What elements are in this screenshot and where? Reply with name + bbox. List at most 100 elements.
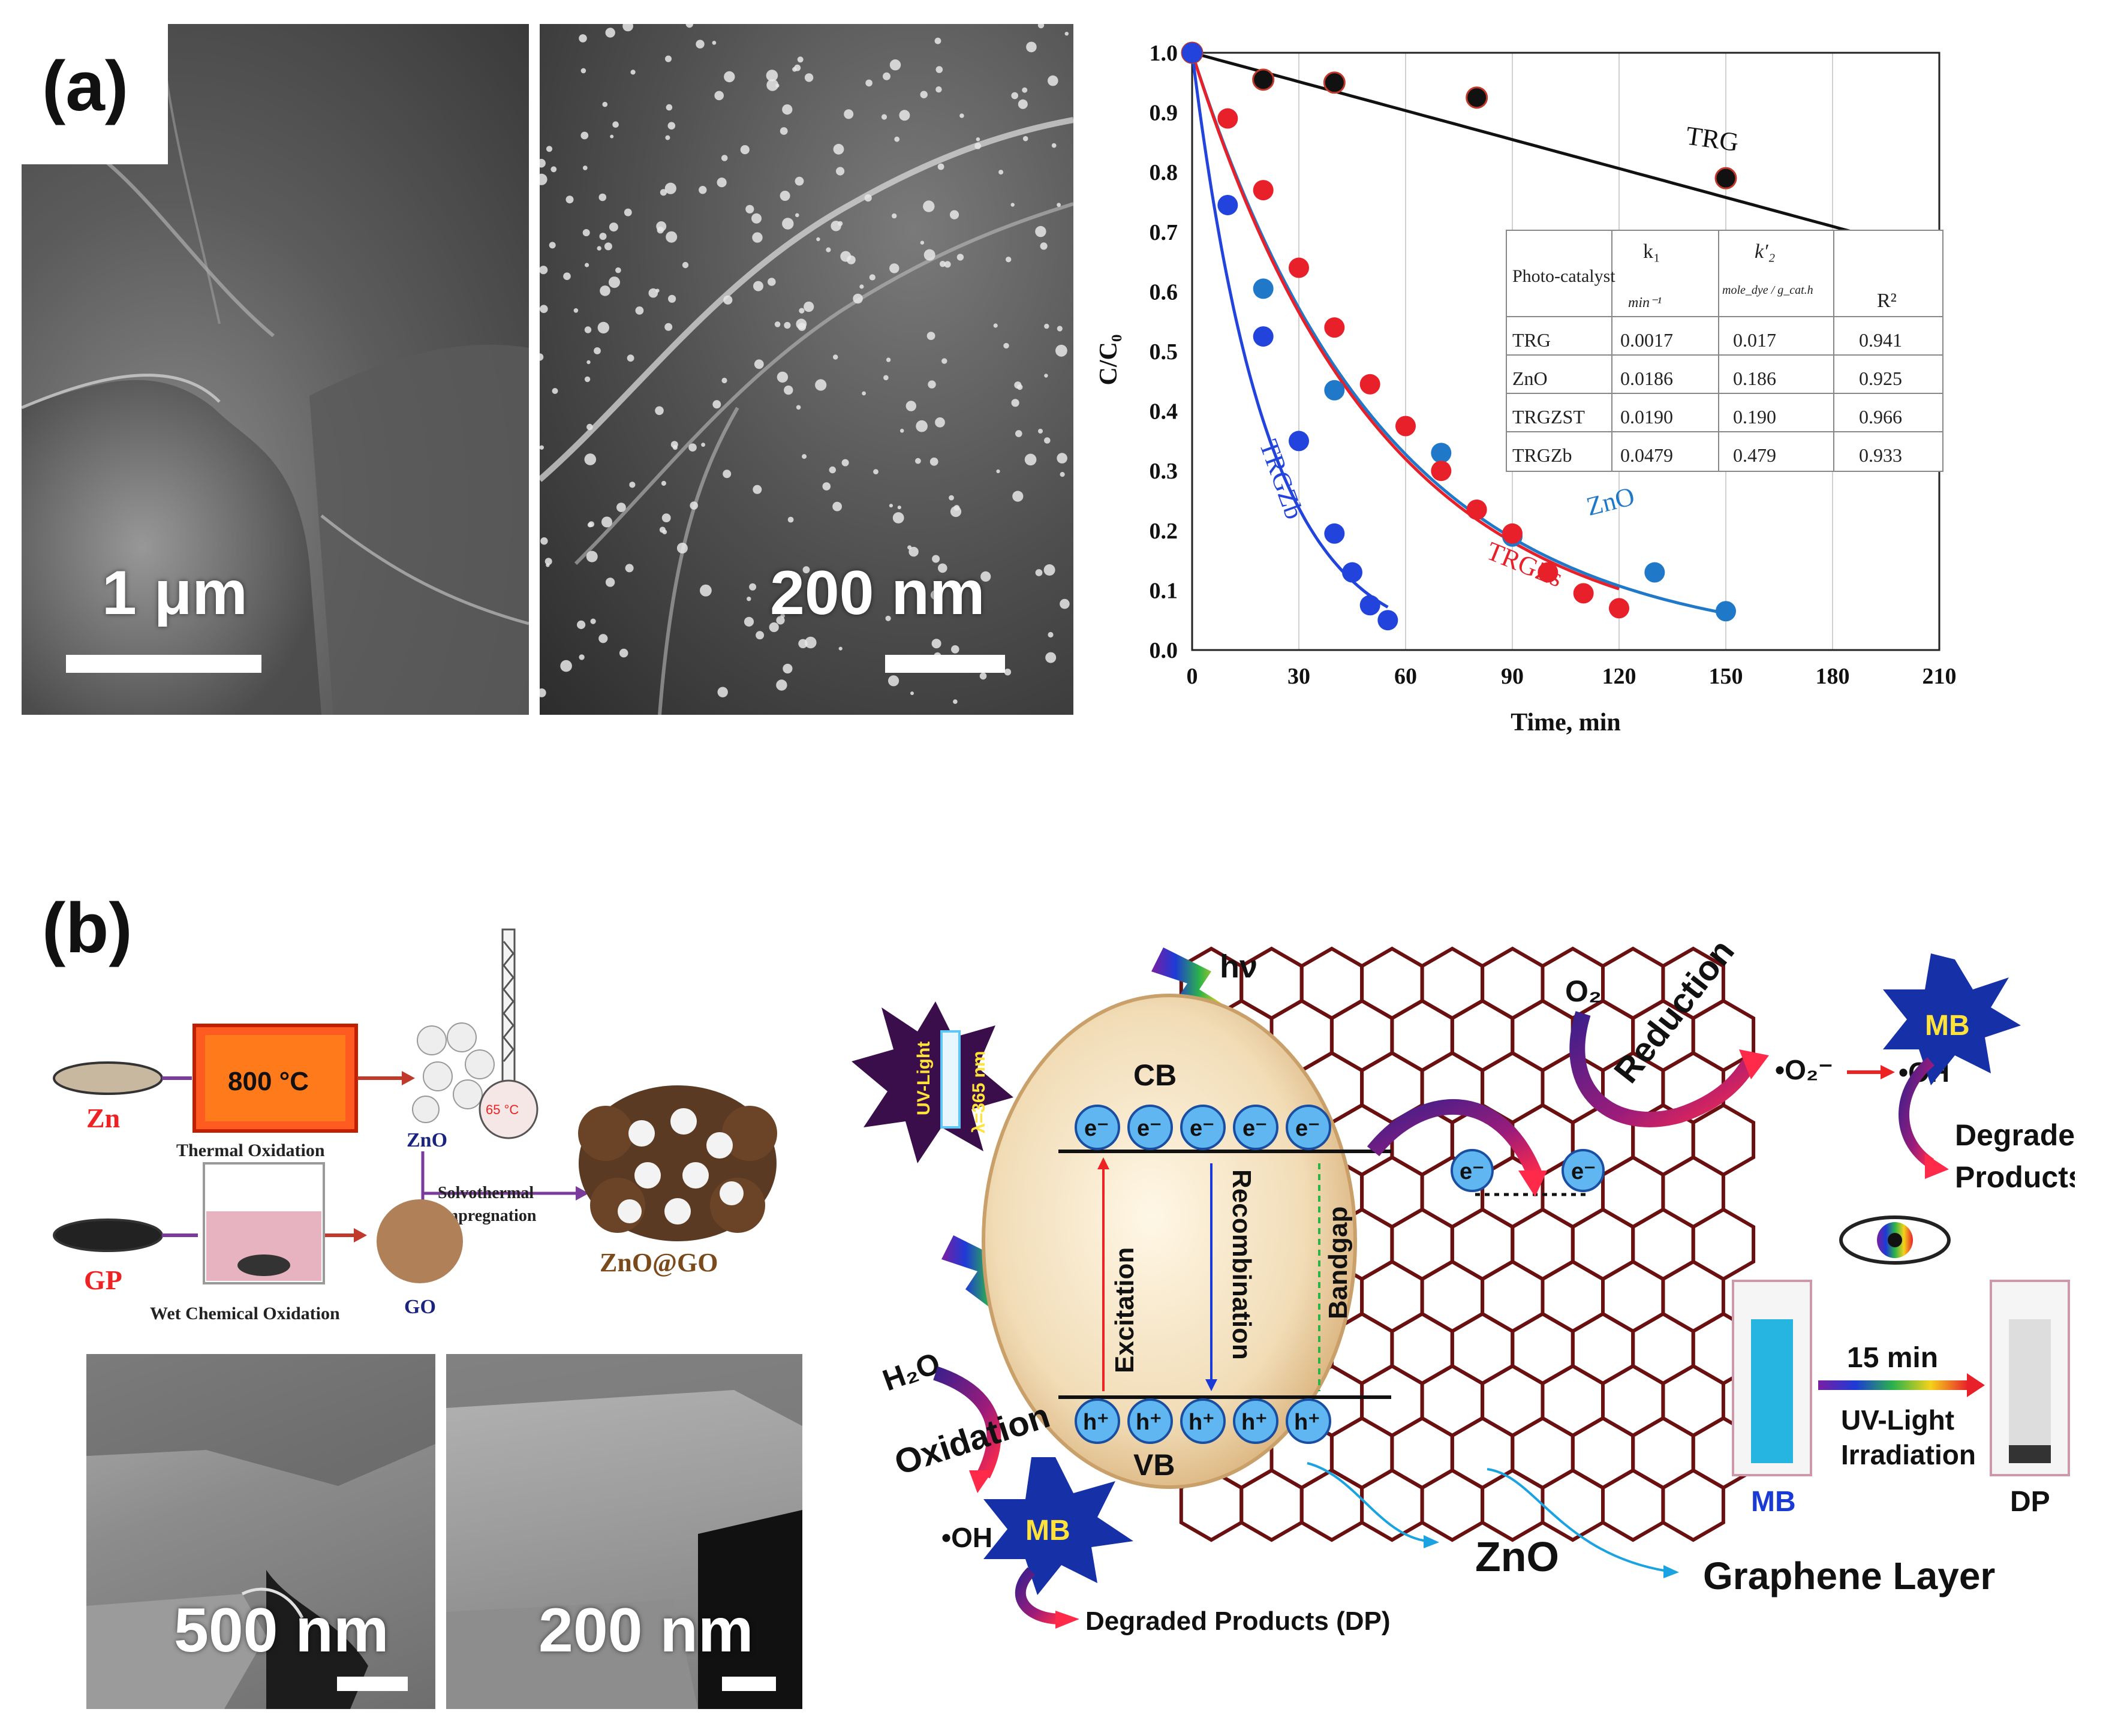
zno-mech-label: ZnO (1475, 1533, 1559, 1580)
nanoparticle-dot (859, 284, 864, 289)
nanoparticle-dot (594, 347, 601, 354)
nanoparticle-dot (602, 101, 608, 107)
beaker-icon (203, 1162, 325, 1284)
nanoparticle-dot (1048, 631, 1054, 638)
data-point-zno (1716, 601, 1736, 622)
nanoparticle-dot (648, 288, 658, 298)
nanoparticle-dot (886, 357, 891, 362)
nanoparticle-dot (802, 566, 810, 574)
nanoparticle-dot (721, 377, 727, 384)
nanoparticle-dot (1012, 491, 1024, 502)
table-cell: TRG (1512, 329, 1551, 351)
bandgap-label: Bandgap (1323, 1207, 1353, 1319)
graphene-electrons (1451, 1149, 1605, 1196)
nanoparticle-dot (604, 242, 612, 251)
degraded-top-1: Degraded (1955, 1118, 2075, 1152)
nanoparticle-dot (932, 555, 940, 563)
cuvette-after-label: DP (2010, 1486, 2050, 1518)
nanoparticle-dot (1011, 399, 1019, 407)
nanoparticle-dot (795, 176, 804, 186)
nanoparticle-dot (840, 251, 852, 262)
nanoparticle-dot (664, 182, 676, 194)
sem-image-b-right (446, 1354, 802, 1709)
nanoparticle-dot (586, 360, 591, 365)
nanoparticle-dot (931, 639, 941, 649)
y-tick-label: 0.9 (1150, 101, 1178, 126)
nanoparticle-dot (664, 323, 673, 331)
mb-bottom-label: MB (1025, 1515, 1070, 1547)
scale-bar-b-left (337, 1677, 408, 1691)
nanoparticle-dot (869, 274, 876, 281)
nanoparticle-dot (782, 218, 794, 230)
nanoparticle-dot (597, 321, 609, 334)
furnace-temp: 800 °C (228, 1067, 309, 1096)
data-point-trgzs (1324, 317, 1345, 338)
y-tick-label: 0.2 (1150, 519, 1178, 544)
data-point-trgzs (1609, 598, 1629, 619)
nanoparticle-dot (1051, 143, 1057, 148)
zn-boat-icon (53, 1061, 163, 1095)
table-cell: 0.0479 (1620, 444, 1673, 466)
nanoparticle-dot (777, 371, 789, 383)
nanoparticle-dot (588, 521, 595, 527)
nanoparticle-dot (625, 564, 634, 573)
nanoparticle-dot (1004, 669, 1012, 676)
nanoparticle-dot (655, 288, 660, 293)
nanoparticle-dot (629, 482, 636, 488)
nanoparticle-dot (688, 443, 697, 452)
scale-label-b-right: 200 nm (538, 1596, 754, 1665)
scale-label-a-left: 1 μm (102, 558, 248, 628)
data-point-trgzs (1573, 583, 1594, 604)
nanoparticle-dot (585, 263, 589, 267)
nanoparticle-dot (816, 237, 820, 242)
nanoparticle-dot (908, 546, 919, 557)
nanoparticle-dot (953, 699, 958, 704)
data-point-zno (1253, 278, 1274, 299)
series-label-trg: TRG (1684, 121, 1741, 157)
nanoparticle-dot (721, 155, 728, 161)
table-cell: TRGZb (1512, 444, 1572, 466)
nanoparticle-dot (864, 194, 872, 202)
nanoparticle-dot (676, 543, 688, 553)
nanoparticle-dot (610, 134, 614, 139)
nanoparticle-dot (915, 458, 921, 464)
nanoparticle-dot (590, 618, 596, 624)
data-point-trgzs (1395, 416, 1416, 437)
nanoparticle-dot (619, 648, 628, 658)
electron-label: e⁻ (1137, 1116, 1162, 1141)
nanoparticle-dot (672, 445, 678, 450)
nanoparticle-dot (540, 537, 548, 545)
nanoparticle-dot (784, 321, 791, 329)
hv-top-label: hν (1220, 949, 1257, 985)
data-point-zno (1644, 562, 1665, 583)
y-tick-label: 0.6 (1150, 279, 1178, 305)
degraded-dp-label: Degraded Products (DP) (1085, 1606, 1391, 1636)
nanoparticle-dot (560, 660, 572, 672)
zno-go-label: ZnO@GO (600, 1248, 718, 1277)
table-subheader-k1: min⁻¹ (1628, 295, 1662, 311)
nanoparticle-dot (826, 247, 831, 252)
table-cell: 0.0017 (1620, 329, 1673, 351)
data-point-trgzs (1359, 374, 1380, 395)
nanoparticle-dot (1045, 652, 1057, 663)
nanoparticle-dot (580, 131, 589, 140)
fit-line-trgzb (1190, 52, 1389, 609)
nanoparticle-dot (873, 469, 879, 474)
nanoparticle-dot (1044, 437, 1051, 444)
nanoparticle-dot (805, 636, 817, 649)
nanoparticle-dot (690, 501, 698, 510)
nanoparticle-dot (1022, 87, 1028, 93)
zno-label: ZnO (407, 1129, 447, 1151)
nanoparticle-dot (661, 480, 666, 486)
nanoparticle-dot (661, 513, 671, 522)
nanoparticle-dot (1043, 564, 1055, 576)
electron-label: e⁻ (1084, 1116, 1109, 1141)
nanoparticle-dot (838, 221, 843, 226)
nanoparticle-dot (836, 167, 845, 176)
nanoparticle-dot (766, 70, 778, 82)
x-tick-label: 120 (1602, 664, 1636, 689)
nanoparticle-dot (1057, 203, 1061, 207)
reflux-temp: 65 °C (486, 1102, 519, 1117)
nanoparticle-dot (1044, 323, 1049, 329)
nanoparticle-dot (899, 429, 904, 433)
